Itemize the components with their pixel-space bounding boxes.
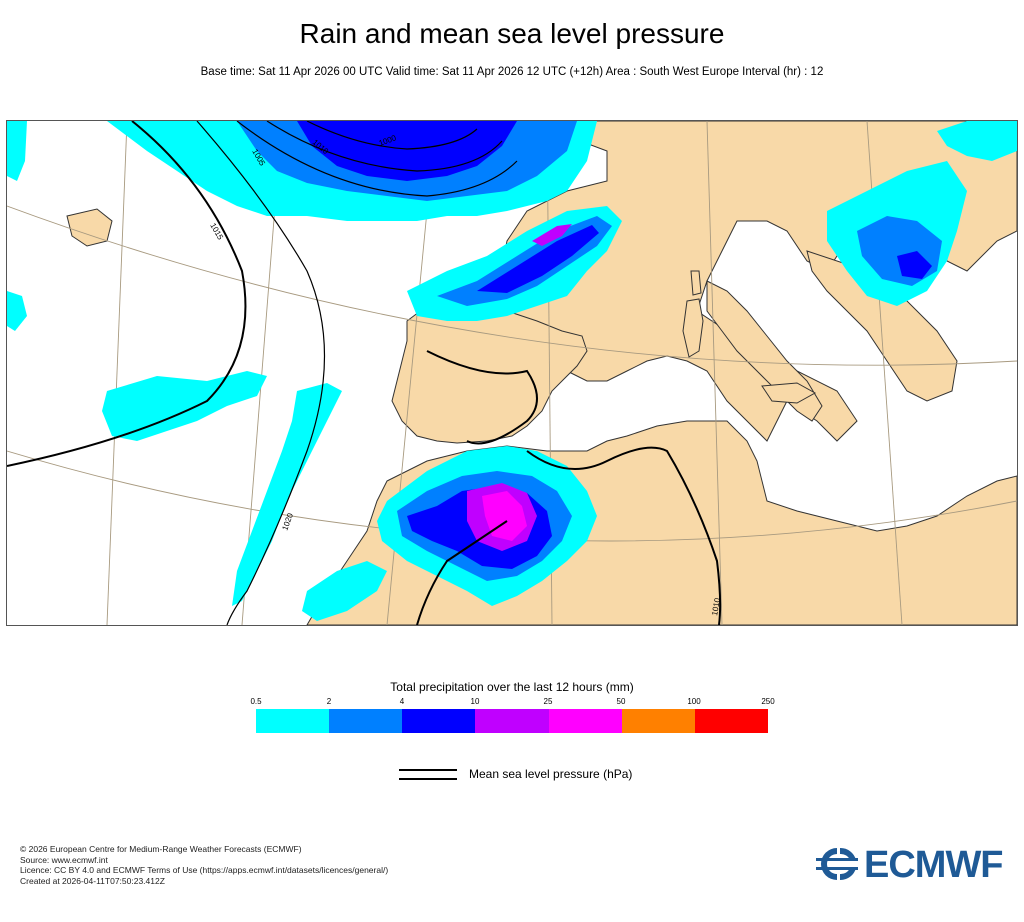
- legend-tick: 0.5: [250, 697, 262, 706]
- footer-credits: © 2026 European Centre for Medium-Range …: [20, 844, 388, 886]
- precip-ireland: [937, 121, 1017, 161]
- footer-line: Created at 2026-04-11T07:50:23.412Z: [20, 875, 165, 886]
- legend-tick: 2: [326, 697, 332, 706]
- legend-ticks: 0.5 2 4 10 25 50 100 250: [0, 697, 1024, 709]
- legend-swatch: [621, 709, 695, 733]
- legend-swatch: [256, 709, 330, 733]
- isobar-low-3: [306, 121, 478, 150]
- map-svg: 1005 1010 1000 1015 1020 1010: [7, 121, 1017, 625]
- isobar-africa-2: [416, 520, 508, 625]
- chart-subtitle: Base time: Sat 11 Apr 2026 00 UTC Valid …: [200, 66, 824, 78]
- precip-morocco-magenta: [482, 491, 527, 541]
- legend-swatch: [402, 709, 476, 733]
- precip-balkans-navy: [897, 251, 932, 279]
- land-sardinia: [682, 298, 704, 358]
- legend-tick: 100: [687, 697, 701, 706]
- legend-swatch: [475, 709, 549, 733]
- legend-tick: 10: [470, 697, 480, 706]
- isobar-layer: [7, 121, 722, 625]
- ecmwf-logo[interactable]: ECMWF: [812, 844, 1012, 886]
- precip-west-edge-2: [7, 291, 27, 331]
- legend-swatch: [548, 709, 622, 733]
- isobar-africa: [526, 446, 722, 625]
- precip-biscay-magenta: [532, 224, 572, 246]
- mslp-legend: Mean sea level pressure (hPa): [399, 765, 699, 785]
- footer-line: Source: www.ecmwf.int: [20, 854, 108, 865]
- legend-swatch: [329, 709, 403, 733]
- precipitation-layer: [7, 121, 1017, 621]
- mslp-legend-line: [399, 778, 457, 780]
- legend-tick: 4: [399, 697, 405, 706]
- legend-title: Total precipitation over the last 12 hou…: [390, 680, 634, 694]
- footer-line: Licence: CC BY 4.0 and ECMWF Terms of Us…: [20, 865, 389, 875]
- isobar-iberia: [426, 350, 538, 445]
- precip-atlantic-band-mid: [232, 383, 342, 606]
- precip-biscay-navy: [477, 225, 599, 293]
- precip-atlantic-band-west: [102, 371, 267, 441]
- ecmwf-logo-text: ECMWF: [864, 844, 1004, 886]
- precip-north-atlantic-navy: [297, 121, 517, 181]
- map-panel[interactable]: 1005 1010 1000 1015 1020 1010: [6, 120, 1018, 626]
- land-sicily: [761, 382, 817, 404]
- chart-title: Rain and mean sea level pressure: [299, 18, 725, 49]
- legend-swatch: [694, 709, 768, 733]
- legend-tick: 50: [616, 697, 626, 706]
- mslp-legend-label: Mean sea level pressure (hPa): [469, 767, 633, 781]
- isobar-low-1: [236, 121, 518, 197]
- legend-tick: 250: [761, 697, 775, 706]
- isobar-1015: [7, 121, 247, 467]
- contour-label: 1010: [710, 597, 722, 617]
- footer-line: © 2026 European Centre for Medium-Range …: [20, 844, 302, 854]
- contour-label: 1015: [208, 222, 225, 242]
- legend-colorbar: [256, 709, 768, 733]
- isobar-low-2: [266, 121, 503, 172]
- isobar-1010: [196, 121, 326, 625]
- legend-tick: 25: [543, 697, 553, 706]
- precip-atlantic-band-south: [302, 561, 387, 621]
- mslp-legend-line: [399, 769, 457, 771]
- land-corsica: [690, 270, 702, 296]
- ecmwf-logo-icon: [816, 847, 858, 881]
- precip-west-edge: [7, 121, 27, 181]
- land-balkans: [806, 250, 958, 402]
